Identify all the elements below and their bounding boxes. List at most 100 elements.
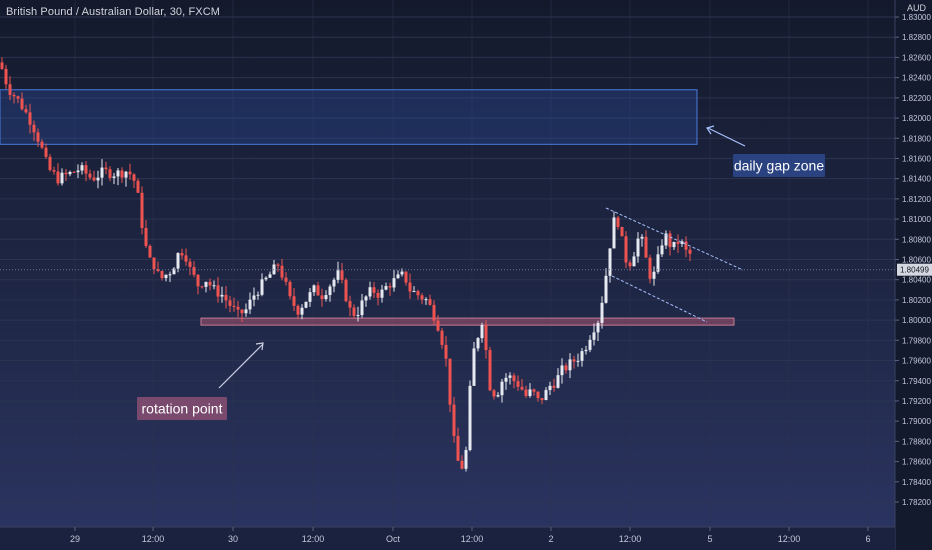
candle-body bbox=[304, 301, 308, 308]
currency-label: AUD bbox=[906, 3, 926, 13]
candle-body bbox=[648, 257, 652, 279]
candle bbox=[488, 346, 492, 392]
candle-body bbox=[40, 141, 44, 148]
candle bbox=[36, 128, 40, 147]
candle-body bbox=[520, 386, 524, 390]
candle bbox=[184, 248, 188, 266]
candle bbox=[76, 164, 80, 179]
candle bbox=[284, 272, 288, 286]
candle-body bbox=[448, 358, 452, 405]
candle bbox=[508, 372, 512, 385]
price-tick-label: 1.79000 bbox=[902, 417, 931, 426]
candle-body bbox=[196, 274, 200, 287]
candle-body bbox=[384, 286, 388, 290]
candle bbox=[416, 289, 420, 300]
candle bbox=[72, 171, 76, 173]
candle bbox=[484, 320, 488, 359]
price-tick-label: 1.79200 bbox=[902, 397, 931, 406]
candle-body bbox=[548, 385, 552, 391]
rotation-support-zone[interactable] bbox=[200, 317, 735, 326]
candle-body bbox=[628, 262, 632, 267]
channel-upper-line[interactable] bbox=[605, 207, 744, 271]
candle bbox=[460, 455, 464, 470]
candle-body bbox=[588, 339, 592, 350]
candle bbox=[20, 92, 24, 111]
candle-body bbox=[408, 282, 412, 292]
candle-body bbox=[92, 177, 96, 181]
candle bbox=[500, 378, 504, 403]
candle-body bbox=[660, 245, 664, 255]
daily-gap-zone[interactable] bbox=[0, 89, 698, 145]
candle-body bbox=[296, 305, 300, 315]
candle-body bbox=[264, 277, 268, 280]
candle bbox=[392, 269, 396, 292]
current-price-text: 1.80499 bbox=[900, 266, 929, 275]
candle bbox=[436, 314, 440, 332]
rotation-point-label[interactable]: rotation point bbox=[137, 397, 227, 420]
candle-body bbox=[504, 377, 508, 382]
candle-body bbox=[168, 274, 172, 276]
candle-body bbox=[464, 450, 468, 469]
candle-body bbox=[268, 274, 272, 278]
candle-body bbox=[492, 390, 496, 397]
candle bbox=[292, 288, 296, 312]
candle bbox=[236, 301, 240, 318]
candle bbox=[260, 273, 264, 297]
candle bbox=[8, 76, 12, 101]
candle-body bbox=[668, 233, 672, 248]
candle-body bbox=[68, 171, 72, 175]
candle bbox=[152, 257, 156, 275]
time-axis-bg bbox=[0, 527, 895, 550]
candle-body bbox=[280, 265, 284, 278]
candle bbox=[168, 271, 172, 282]
gap-zone-arrow[interactable] bbox=[707, 127, 746, 147]
candle bbox=[408, 273, 412, 299]
candle-body bbox=[300, 307, 304, 315]
time-tick-label: 12:00 bbox=[461, 534, 484, 544]
candle-body bbox=[392, 278, 396, 288]
candle-body bbox=[512, 375, 516, 382]
candle-body bbox=[144, 227, 148, 246]
candle-body bbox=[436, 320, 440, 331]
daily-gap-zone-label[interactable]: daily gap zone bbox=[733, 154, 825, 177]
candle bbox=[100, 159, 104, 186]
price-tick-label: 1.82200 bbox=[902, 94, 931, 103]
candle bbox=[668, 230, 672, 256]
candle-body bbox=[72, 171, 76, 173]
channel-lower-line[interactable] bbox=[611, 275, 708, 323]
candle-body bbox=[88, 173, 92, 178]
candle bbox=[364, 295, 368, 307]
time-axis[interactable]: 29 12:00 30 12:00 Oct 12:00 2 12:00 5 12:00 6 bbox=[0, 526, 895, 550]
candle-body bbox=[152, 257, 156, 270]
candle bbox=[352, 304, 356, 319]
candle bbox=[80, 162, 84, 175]
candle bbox=[576, 353, 580, 367]
candle bbox=[0, 57, 4, 70]
candle-body bbox=[356, 315, 360, 317]
candle-body bbox=[388, 286, 392, 288]
candle bbox=[144, 220, 148, 249]
candle bbox=[356, 306, 360, 322]
candle-body bbox=[216, 285, 220, 297]
candle bbox=[388, 282, 392, 296]
candle-body bbox=[256, 294, 260, 296]
rotation-point-arrow[interactable] bbox=[218, 343, 264, 389]
candle-body bbox=[644, 236, 648, 258]
candle bbox=[684, 236, 688, 258]
candle-body bbox=[380, 289, 384, 298]
candle-body bbox=[240, 309, 244, 314]
candle-body bbox=[484, 325, 488, 351]
candle bbox=[644, 230, 648, 258]
candle-body bbox=[332, 279, 336, 287]
candle-body bbox=[312, 285, 316, 293]
candle-body bbox=[16, 96, 20, 99]
candle-body bbox=[560, 365, 564, 376]
candle-body bbox=[596, 322, 600, 333]
candle-body bbox=[84, 165, 88, 174]
candle bbox=[648, 254, 652, 284]
candle bbox=[536, 391, 540, 402]
candle-body bbox=[260, 279, 264, 295]
